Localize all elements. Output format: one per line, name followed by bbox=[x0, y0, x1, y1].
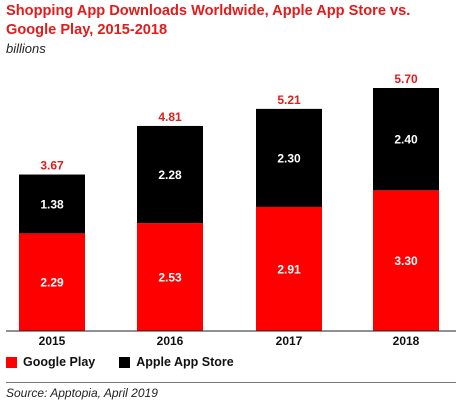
data-label-google-play-2016: 2.53 bbox=[158, 271, 182, 285]
x-tick-labels: 2015 2016 2017 2018 bbox=[39, 334, 420, 345]
bar-chart: 2.29 1.38 3.67 2.53 2.28 4.81 2.91 2.30 5.21 3.30… bbox=[6, 72, 456, 345]
data-label-apple-app-store-2015: 1.38 bbox=[40, 197, 64, 211]
legend-item-apple-app-store: Apple App Store bbox=[119, 355, 234, 369]
legend-item-google-play: Google Play bbox=[6, 355, 95, 369]
data-label-apple-app-store-2018: 2.40 bbox=[394, 133, 418, 147]
total-label-2016: 4.81 bbox=[158, 110, 182, 124]
bar-apple-app-store-2017 bbox=[256, 108, 322, 207]
total-label-2015: 3.67 bbox=[40, 159, 64, 173]
bar-google-play-2016 bbox=[137, 223, 203, 331]
data-label-google-play-2018: 3.30 bbox=[394, 254, 418, 268]
x-tick-label-2016: 2016 bbox=[157, 334, 184, 345]
data-label-apple-app-store-2016: 2.28 bbox=[158, 168, 182, 182]
legend-label-apple-app-store: Apple App Store bbox=[136, 355, 234, 369]
bar-google-play-2018 bbox=[373, 190, 439, 331]
x-tick-label-2015: 2015 bbox=[39, 334, 66, 345]
bar-apple-app-store-2016 bbox=[137, 125, 203, 224]
chart-title: Shopping App Downloads Worldwide, Apple … bbox=[6, 3, 411, 38]
bars-group: 2.29 1.38 3.67 2.53 2.28 4.81 2.91 2.30 5.21 3.30… bbox=[19, 72, 439, 331]
data-label-google-play-2017: 2.91 bbox=[277, 262, 301, 276]
bar-apple-app-store-2015 bbox=[19, 174, 85, 234]
legend-swatch-apple-app-store bbox=[119, 356, 131, 368]
total-label-2018: 5.70 bbox=[394, 72, 418, 86]
legend: Google Play Apple App Store bbox=[6, 355, 258, 369]
data-label-google-play-2015: 2.29 bbox=[40, 276, 64, 290]
x-tick-label-2018: 2018 bbox=[393, 334, 420, 345]
bar-google-play-2017 bbox=[256, 206, 322, 331]
source-divider bbox=[6, 382, 456, 383]
source-note: Source: Apptopia, April 2019 bbox=[6, 386, 158, 400]
legend-label-google-play: Google Play bbox=[23, 355, 96, 369]
data-label-apple-app-store-2017: 2.30 bbox=[277, 151, 301, 165]
bar-google-play-2015 bbox=[19, 233, 85, 331]
chart-subtitle: billions bbox=[6, 41, 46, 56]
legend-swatch-google-play bbox=[6, 356, 17, 368]
total-label-2017: 5.21 bbox=[277, 93, 301, 107]
bar-apple-app-store-2018 bbox=[373, 88, 439, 191]
x-tick-label-2017: 2017 bbox=[276, 334, 303, 345]
